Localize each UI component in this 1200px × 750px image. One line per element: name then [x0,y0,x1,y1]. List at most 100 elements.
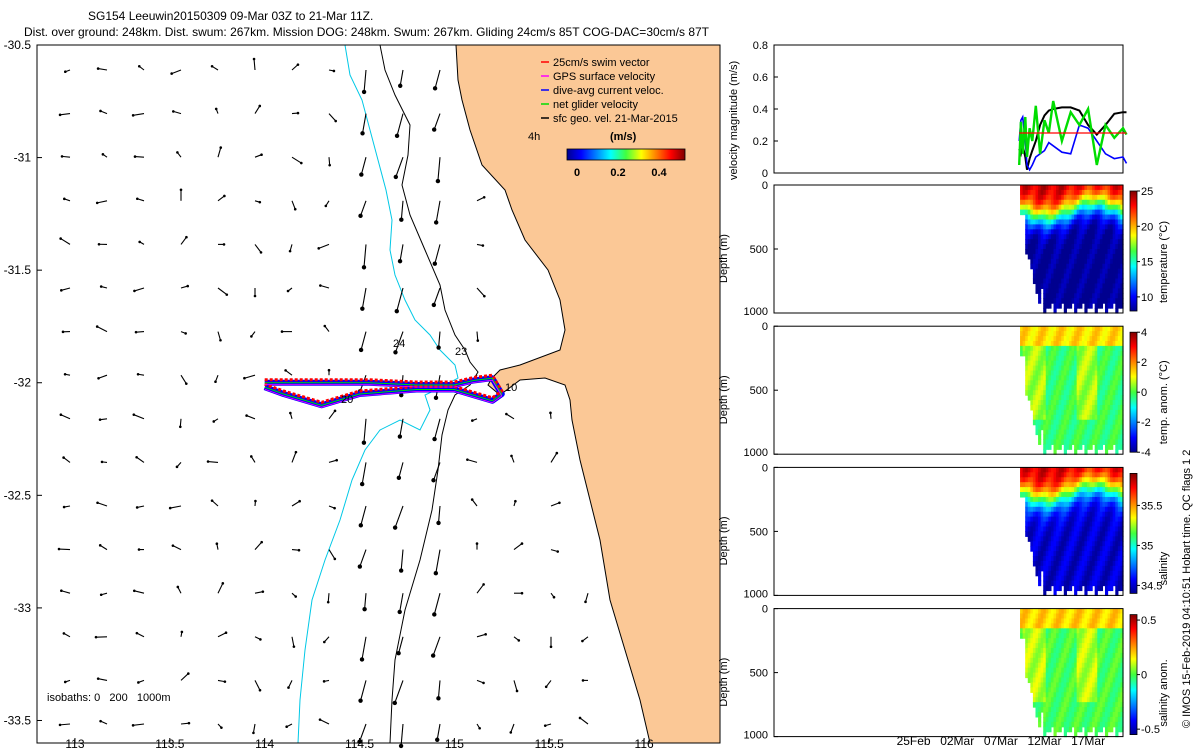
velocity-arrow-29 [328,157,331,166]
section-cell [1079,623,1083,629]
section-cell [1053,404,1057,411]
section-cell [1035,234,1039,240]
section-cell [1066,380,1070,386]
section-cell [1063,608,1067,615]
section-cell [1086,199,1091,206]
velocity-arrow-131 [437,505,441,523]
section-cell [1056,258,1060,265]
section-cell [1063,404,1067,411]
velocity-arrow-head-155 [294,595,298,598]
section-cell [1032,414,1037,421]
section-cell [1076,424,1080,431]
section-cell [1058,365,1062,372]
section-cell [1043,711,1047,718]
section-cell [1050,662,1055,669]
section-cell [1043,308,1047,314]
section-cell [1099,414,1104,421]
section-cell [1084,551,1088,557]
velocity-arrow-head-208 [578,716,582,720]
section-cell [1104,487,1109,493]
section-cell [1035,687,1039,693]
section-cell [1040,638,1044,644]
section-cell [1045,570,1049,577]
section-cell [1050,414,1055,421]
velocity-arrow-head-111 [206,460,210,463]
section-cell [1076,472,1080,478]
section-cell [1094,345,1098,352]
section-cell [1094,623,1098,629]
section-cell [1058,711,1062,718]
section-cell [1056,350,1060,357]
legend-label-gps_velocity: GPS surface velocity [553,71,656,83]
velocity-arrow-1 [98,68,108,71]
section-cell [1043,546,1047,552]
section-cell [1071,244,1075,250]
section-cell [1079,258,1083,265]
velocity-arrow-head-143 [357,564,363,569]
section-cell [1043,496,1047,503]
section-cell [1045,647,1049,654]
section-cell [1020,613,1024,620]
section-cell [1076,580,1080,587]
section-cell [1040,467,1044,473]
section-cell [1079,189,1083,196]
section-cell [1043,633,1047,639]
section-cell [1117,350,1122,357]
section-cell [1084,638,1088,644]
section-cell [1035,652,1039,659]
section-cell [1089,526,1093,532]
section-cell [1058,652,1062,659]
section-cell [1110,268,1114,275]
section-cell [1040,336,1044,342]
section-cell [1027,331,1031,337]
section-cell [1099,365,1104,372]
section-cell [1043,536,1047,542]
velocity-arrow-head-181 [137,681,140,684]
section-cell [1063,551,1067,557]
section-cell [1092,662,1096,669]
section-cell [1110,697,1114,703]
section-cell [1045,652,1049,659]
section-cell [1102,380,1106,386]
section-cell [1112,570,1116,577]
section-cell [1089,185,1093,191]
section-cell [1120,360,1124,367]
section-cell [1071,580,1075,587]
section-cell [1110,340,1114,347]
section-cell [1115,249,1119,255]
section-cell [1066,496,1070,503]
section-cell [1063,531,1067,537]
section-cell [1115,590,1119,596]
section-cell [1117,638,1122,644]
section-cell [1097,331,1101,337]
section-cell [1056,303,1060,309]
section-1-colorbar-tick-label-3: -2 [1141,417,1151,429]
section-cell [1104,449,1109,455]
section-cell [1053,204,1057,211]
section-cell [1053,570,1057,577]
section-cell [1063,692,1067,698]
section-cell [1079,541,1083,547]
section-cell [1081,326,1085,332]
section-cell [1053,662,1057,669]
section-cell [1081,677,1085,684]
section-cell [1092,355,1096,362]
section-cell [1040,565,1044,572]
section-cell [1081,667,1085,674]
section-cell [1084,194,1088,201]
section-cell [1104,303,1109,309]
section-cell [1117,219,1122,225]
section-cell [1079,278,1083,285]
section-cell [1066,565,1070,572]
section-cell [1066,303,1070,309]
section-cell [1061,541,1065,547]
section-cell [1089,711,1093,718]
section-cell [1084,249,1088,255]
section-cell [1038,214,1042,221]
section-cell [1045,395,1049,401]
section-cell [1081,633,1085,639]
section-cell [1081,647,1085,654]
section-cell [1058,482,1062,488]
section-cell [1120,209,1124,216]
section-cell [1099,702,1104,708]
